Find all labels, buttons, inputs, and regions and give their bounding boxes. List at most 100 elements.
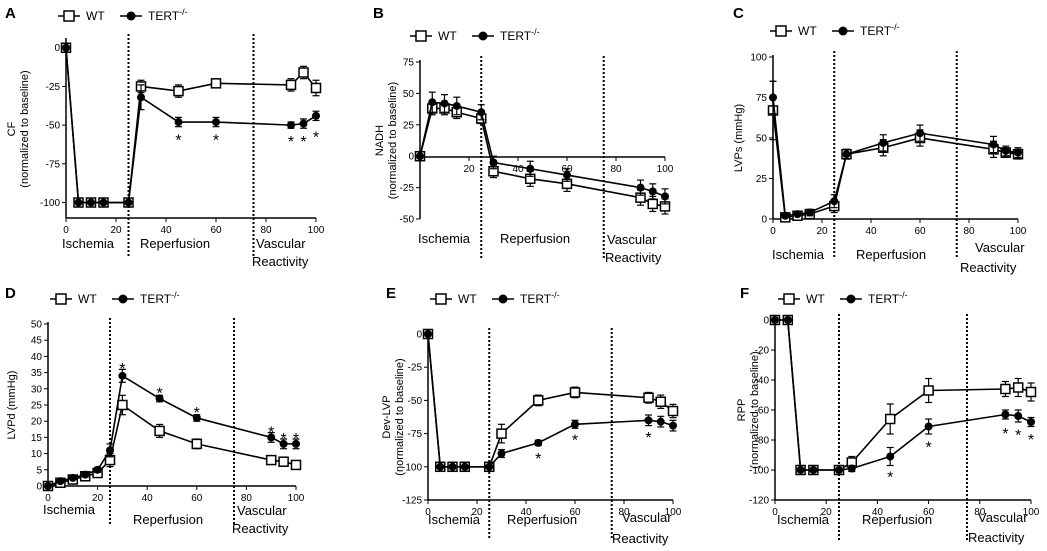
y-tick-label: -75 [46,159,61,170]
y-tick-label: 0 [763,316,769,327]
y-tick-label: -120 [749,496,769,507]
region-label: Ischemia [428,512,481,527]
chart-panel-a: A 0 -25 -50 -75 -100 0 20 40 60 80 100 CF (normalized… [5,5,325,269]
y-axis-label: NADH [374,125,386,156]
x-tick-label: 0 [63,225,69,236]
data-point [290,459,302,471]
y-axis-label: (normalized to baseline) [19,70,31,187]
data-point [81,470,90,479]
data-point [310,82,322,94]
data-point [99,198,108,207]
region-label: Reactivity [605,250,662,265]
data-point [1001,146,1010,155]
y-tick-label: -125 [402,496,422,507]
region-label: Reperfusion [133,512,203,527]
region-label: Vascular [237,503,287,518]
data-point [1012,382,1024,393]
y-tick-label: -25 [400,183,415,194]
legend-filled-circle-marker [838,26,848,36]
region-label: Ischemia [772,247,825,262]
legend-label-tert: TERT-/- [868,290,908,306]
legend-open-square-marker [55,293,67,305]
legend-open-square-marker [63,10,75,22]
x-tick-label: 20 [110,225,122,236]
data-point [1014,412,1023,420]
x-tick-label: 20 [821,507,833,518]
region-label: Vascular [256,236,306,251]
y-axis-label: LVPd (mmHg) [6,371,18,440]
data-point [769,93,777,102]
region-label: Reperfusion [140,236,210,251]
x-tick-label: 40 [142,493,154,504]
x-tick-label: 80 [260,225,272,236]
y-tick-label: 0 [416,330,422,341]
x-tick-label: 40 [865,226,877,237]
x-tick-label: 100 [1010,226,1027,237]
significance-star: * [156,385,162,402]
significance-star: * [119,361,125,378]
y-tick-label: -25 [46,82,61,93]
data-point [173,85,184,97]
data-point [533,395,544,406]
y-tick-label: -100 [40,198,60,209]
legend-label-wt: WT [438,29,457,43]
data-point [1000,383,1011,395]
x-tick-label: 40 [872,507,884,518]
legend-label-wt: WT [798,24,817,38]
x-tick-label: 40 [512,164,524,175]
legend-label-wt: WT [806,292,825,306]
significance-star: * [1015,428,1021,445]
legend-filled-circle-marker [846,294,856,304]
series-tert [769,80,1022,220]
series-wt [767,80,1024,223]
data-point [796,466,805,474]
y-tick-label: 15 [31,433,43,444]
y-tick-label: -20 [755,346,770,357]
data-point [452,101,461,110]
y-tick-label: -50 [408,396,423,407]
y-tick-label: 20 [31,417,43,428]
series-line [775,319,1032,471]
data-point [124,198,133,207]
x-tick-label: 100 [657,164,674,175]
data-point [1027,418,1035,426]
region-label: Vascular [978,510,1028,525]
data-point [661,192,669,201]
legend-filled-circle-marker [498,294,508,304]
series-line [65,47,317,204]
y-tick-label: 50 [756,134,768,145]
legend-filled-circle-marker [118,294,128,304]
data-point [497,449,506,458]
y-tick-label: 25 [31,401,43,412]
data-point [989,140,998,149]
data-point [793,210,802,219]
data-point [292,439,300,448]
x-tick-label: 20 [816,226,828,237]
data-point [285,79,297,91]
data-point [154,425,165,437]
y-tick-label: 10 [31,449,43,460]
data-point [436,462,445,471]
region-label: Reactivity [968,530,1025,545]
data-point [669,421,677,430]
x-tick-label: 80 [974,507,986,518]
series-tert [771,316,1035,474]
data-point [636,183,645,192]
legend-label-wt: WT [86,9,105,23]
data-point [879,138,888,147]
x-tick-label: 0 [45,493,51,504]
legend-label-tert: TERT-/- [148,7,188,23]
y-tick-label: -50 [400,215,415,226]
legend-open-square-marker [775,25,787,37]
y-tick-label: 100 [750,53,767,64]
y-axis-label: LVPs (mmHg) [733,104,745,172]
x-tick-label: 20 [463,164,475,175]
region-label: Reperfusion [856,247,926,262]
series-line [772,97,1019,217]
x-tick-label: 80 [618,507,630,518]
series-tert [416,91,669,205]
significance-star: * [293,431,299,448]
series-line [427,333,674,468]
data-point [267,433,276,442]
x-tick-label: 60 [210,225,222,236]
